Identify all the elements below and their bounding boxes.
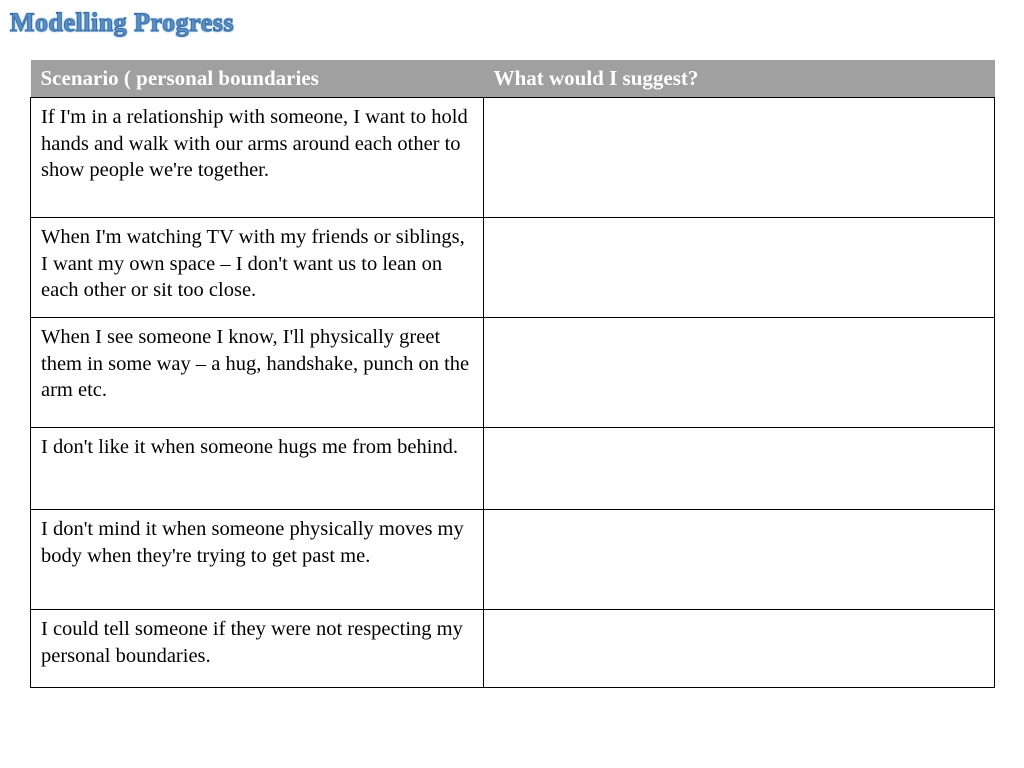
suggest-cell[interactable]: [484, 98, 995, 218]
suggest-cell[interactable]: [484, 510, 995, 610]
suggest-cell[interactable]: [484, 318, 995, 428]
suggest-cell[interactable]: [484, 218, 995, 318]
table-row: When I see someone I know, I'll physical…: [31, 318, 995, 428]
scenario-cell: When I'm watching TV with my friends or …: [31, 218, 484, 318]
scenario-cell: I don't mind it when someone physically …: [31, 510, 484, 610]
col-header-suggest: What would I suggest?: [484, 60, 995, 98]
boundaries-table-container: Scenario ( personal boundaries What woul…: [30, 60, 995, 688]
table-row: I don't like it when someone hugs me fro…: [31, 428, 995, 510]
table-row: I don't mind it when someone physically …: [31, 510, 995, 610]
page-title: Modelling Progress: [10, 8, 234, 38]
table-header-row: Scenario ( personal boundaries What woul…: [31, 60, 995, 98]
scenario-cell: I don't like it when someone hugs me fro…: [31, 428, 484, 510]
suggest-cell[interactable]: [484, 428, 995, 510]
suggest-cell[interactable]: [484, 610, 995, 688]
col-header-scenario: Scenario ( personal boundaries: [31, 60, 484, 98]
table-row: If I'm in a relationship with someone, I…: [31, 98, 995, 218]
table-row: I could tell someone if they were not re…: [31, 610, 995, 688]
scenario-cell: If I'm in a relationship with someone, I…: [31, 98, 484, 218]
scenario-cell: When I see someone I know, I'll physical…: [31, 318, 484, 428]
table-row: When I'm watching TV with my friends or …: [31, 218, 995, 318]
boundaries-table: Scenario ( personal boundaries What woul…: [30, 60, 995, 688]
scenario-cell: I could tell someone if they were not re…: [31, 610, 484, 688]
